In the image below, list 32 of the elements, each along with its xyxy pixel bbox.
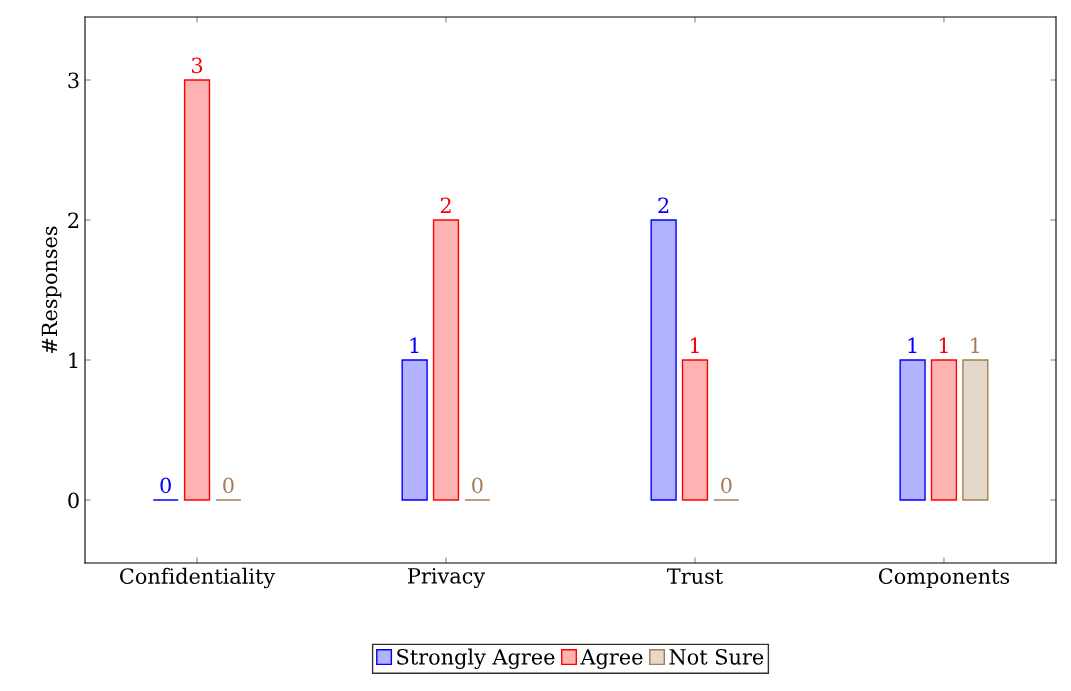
y-tick-label: 3 xyxy=(68,72,79,89)
data-label: 0 xyxy=(721,477,732,494)
data-label: 2 xyxy=(658,197,669,213)
y-axis-title: #Responses xyxy=(41,226,62,353)
x-tick-label: Confidentiality xyxy=(120,567,276,589)
bar xyxy=(962,359,989,501)
bar xyxy=(681,359,709,501)
y-tick-label: 1 xyxy=(69,352,78,368)
data-label: 1 xyxy=(908,337,917,353)
legend-label: Strongly Agree xyxy=(397,648,555,670)
data-label: 3 xyxy=(192,57,203,74)
bar xyxy=(183,79,211,501)
data-label: 1 xyxy=(690,337,699,353)
y-tick-label: 0 xyxy=(68,492,79,509)
data-label: 1 xyxy=(971,337,979,353)
bar xyxy=(930,359,958,501)
x-tick-label: Trust xyxy=(667,568,723,584)
y-tick-label: 2 xyxy=(68,212,79,228)
data-label: 1 xyxy=(410,337,419,353)
bar xyxy=(401,359,428,501)
x-tick-label: Components xyxy=(878,568,1010,589)
bar xyxy=(650,219,677,501)
data-label: 0 xyxy=(472,477,483,494)
x-tick-label: Privacy xyxy=(408,568,486,589)
legend-label: Agree xyxy=(580,649,643,670)
data-label: 0 xyxy=(160,477,171,494)
data-label: 2 xyxy=(440,197,451,213)
bar xyxy=(899,359,926,501)
bar xyxy=(432,219,460,501)
data-label: 0 xyxy=(223,477,234,494)
legend-label: Not Sure xyxy=(669,648,764,665)
data-label: 1 xyxy=(939,337,948,353)
